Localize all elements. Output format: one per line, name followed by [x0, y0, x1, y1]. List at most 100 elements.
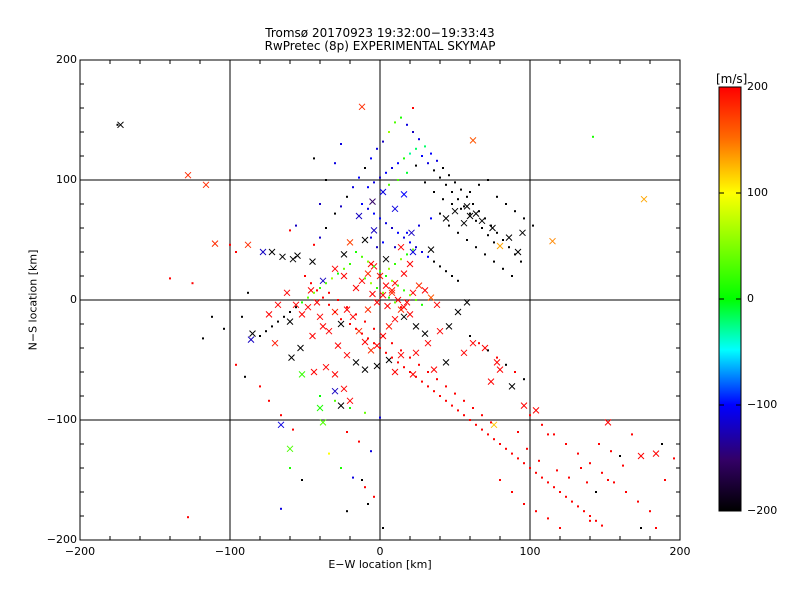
data-point-dot — [472, 203, 474, 205]
data-point-dot — [361, 255, 363, 258]
data-point-dot — [577, 452, 579, 455]
data-point-cross — [265, 311, 273, 318]
data-point-cross — [454, 308, 462, 316]
data-point-cross — [313, 299, 321, 306]
data-point-cross — [271, 339, 279, 347]
data-point-dot — [415, 164, 417, 167]
data-point-dot — [649, 510, 651, 513]
data-point-cross — [652, 450, 660, 457]
data-point-dot — [535, 510, 537, 513]
x-tick-label: 200 — [669, 545, 691, 558]
data-point-cross — [352, 284, 360, 292]
data-point-cross — [289, 255, 297, 263]
data-point-cross — [340, 251, 348, 258]
data-point-dot — [397, 284, 399, 287]
data-point-dot — [592, 135, 594, 138]
data-point-dot — [400, 349, 402, 352]
data-point-dot — [451, 203, 453, 205]
data-point-dot — [427, 162, 429, 165]
data-point-cross — [211, 240, 219, 247]
data-point-cross — [244, 241, 252, 249]
data-point-dot — [319, 287, 321, 289]
data-point-dot — [430, 217, 432, 220]
data-point-cross — [409, 248, 417, 256]
data-point-dot — [397, 231, 399, 234]
data-point-dot — [367, 337, 369, 340]
data-point-dot — [289, 229, 291, 232]
data-point-dot — [346, 510, 348, 513]
data-point-cross — [382, 255, 390, 263]
data-point-dot — [493, 241, 495, 244]
data-point-dot — [370, 236, 372, 239]
data-point-dot — [367, 260, 369, 263]
data-point-dot — [433, 390, 435, 393]
data-point-dot — [259, 385, 261, 388]
data-point-dot — [427, 371, 429, 373]
data-point-cross — [493, 359, 501, 366]
data-point-dot — [388, 296, 390, 299]
data-point-dot — [394, 121, 396, 124]
data-point-dot — [319, 203, 321, 205]
data-point-dot — [313, 157, 315, 160]
x-tick-label: −200 — [64, 545, 96, 558]
data-point-dot — [370, 450, 372, 453]
data-point-dot — [307, 296, 309, 299]
data-point-cross — [519, 229, 526, 237]
data-point-dot — [412, 248, 414, 251]
data-point-dot — [355, 313, 357, 316]
data-point-dot — [382, 527, 384, 529]
data-point-dot — [373, 181, 375, 184]
data-point-dot — [394, 246, 396, 249]
data-point-cross — [385, 323, 393, 330]
data-point-dot — [457, 198, 459, 201]
data-point-dot — [463, 399, 465, 402]
data-point-dot — [523, 378, 525, 381]
data-point-dot — [328, 452, 330, 455]
data-point-dot — [391, 356, 393, 359]
data-point-dot — [418, 138, 420, 141]
data-point-dot — [325, 179, 327, 181]
data-point-dot — [445, 270, 447, 273]
data-point-dot — [406, 231, 408, 234]
data-point-dot — [430, 152, 432, 155]
data-point-dot — [370, 157, 372, 160]
data-point-dot — [412, 107, 414, 109]
data-point-dot — [358, 440, 360, 443]
data-point-cross — [331, 387, 339, 395]
data-point-cross — [397, 243, 405, 251]
data-point-dot — [385, 171, 387, 174]
data-point-dot — [442, 198, 444, 201]
data-point-cross — [346, 397, 354, 405]
data-point-dot — [334, 399, 336, 402]
data-point-dot — [457, 231, 459, 234]
data-point-dot — [415, 246, 417, 249]
data-point-dot — [358, 176, 360, 179]
data-point-dot — [337, 272, 339, 275]
chart-subtitle: RwPretec (8p) EXPERIMENTAL SKYMAP — [264, 39, 496, 53]
data-point-dot — [529, 414, 531, 417]
data-point-dot — [595, 519, 597, 522]
data-point-dot — [490, 224, 492, 227]
data-point-dot — [514, 210, 516, 213]
data-point-dot — [361, 203, 363, 205]
data-point-dot — [493, 260, 495, 263]
data-point-cross — [346, 239, 354, 246]
data-markers — [116, 103, 675, 529]
data-point-dot — [400, 306, 402, 309]
data-point-dot — [664, 479, 666, 481]
data-point-dot — [325, 282, 327, 285]
data-point-dot — [502, 267, 504, 270]
data-point-dot — [382, 291, 384, 294]
data-point-dot — [364, 277, 366, 280]
data-point-dot — [523, 462, 525, 465]
data-point-dot — [553, 486, 555, 489]
data-point-dot — [406, 253, 408, 256]
data-point-dot — [451, 404, 453, 407]
data-point-cross — [388, 287, 396, 294]
data-point-cross — [532, 407, 540, 414]
data-point-cross — [469, 339, 477, 347]
data-point-dot — [622, 464, 624, 467]
data-point-dot — [565, 495, 567, 498]
data-point-dot — [364, 411, 366, 414]
data-point-dot — [448, 224, 450, 227]
